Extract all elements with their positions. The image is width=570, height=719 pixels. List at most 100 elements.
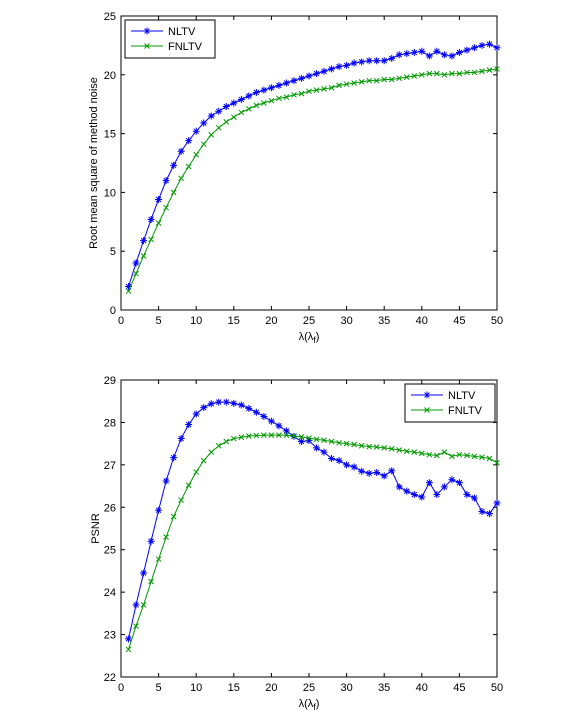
x-axis-title-main: λ(λ (299, 331, 314, 343)
data-point (494, 66, 500, 72)
x-tick-label: 30 (340, 682, 352, 694)
data-point (493, 44, 501, 52)
x-axis-title-main: λ(λ (299, 698, 314, 710)
data-point (230, 114, 237, 120)
data-point (343, 440, 350, 447)
data-point (162, 477, 170, 485)
data-point (381, 445, 388, 451)
data-point (291, 433, 297, 439)
y-axis-title: Root mean square of method noise (88, 77, 100, 249)
data-point (381, 76, 388, 83)
data-point (396, 447, 403, 453)
data-point (208, 449, 215, 455)
data-point (403, 487, 411, 495)
data-point (140, 237, 148, 245)
y-tick-label: 15 (104, 129, 116, 141)
legend-label: FNLTV (168, 41, 203, 53)
x-tick-label: 45 (453, 315, 465, 327)
data-point (441, 449, 448, 455)
data-point (223, 118, 230, 125)
legend-label: NLTV (448, 390, 476, 402)
y-tick-label: 28 (104, 417, 116, 429)
data-point (178, 497, 185, 503)
series-nltv (125, 40, 501, 290)
data-point (418, 71, 425, 78)
data-point (470, 494, 478, 502)
data-point (320, 448, 328, 456)
series-fnltv (125, 66, 500, 295)
data-point (230, 435, 237, 442)
data-point (380, 57, 388, 65)
x-axis-title-close: ) (316, 698, 320, 710)
data-point (373, 57, 381, 65)
data-point (275, 422, 283, 430)
data-point (282, 427, 290, 435)
data-point (395, 483, 403, 491)
data-point (291, 91, 297, 98)
data-point (418, 450, 425, 457)
data-point (268, 97, 275, 104)
x-tick-label: 10 (190, 682, 202, 694)
data-point (328, 454, 336, 462)
data-point (132, 259, 140, 267)
data-point (471, 453, 478, 460)
data-point (328, 65, 336, 73)
data-point (260, 412, 268, 420)
data-point (215, 124, 222, 131)
data-point (260, 86, 268, 94)
data-point (305, 72, 313, 80)
y-tick-label: 24 (104, 587, 116, 599)
legend-marker (423, 391, 431, 399)
data-point (335, 63, 343, 71)
legend: NLTV FNLTV (404, 383, 496, 423)
data-point (200, 141, 207, 148)
data-point (433, 491, 441, 499)
data-point (313, 436, 320, 443)
legend-marker (143, 27, 151, 35)
data-point (313, 87, 320, 93)
data-point (267, 84, 275, 92)
data-point (328, 438, 335, 445)
data-point (185, 482, 192, 489)
data-point (125, 288, 132, 295)
data-point (290, 77, 298, 85)
data-point (455, 479, 463, 487)
data-point (252, 408, 260, 416)
x-tick-label: 5 (156, 682, 162, 694)
data-point (177, 435, 185, 443)
data-point (170, 454, 178, 462)
data-point (418, 47, 426, 55)
data-point (449, 453, 455, 460)
data-point (298, 90, 305, 97)
data-point (170, 513, 177, 520)
data-point (388, 54, 396, 62)
data-point (147, 215, 155, 223)
data-point (373, 444, 380, 450)
data-point (395, 51, 403, 59)
data-point (351, 80, 357, 86)
data-point (350, 59, 358, 67)
data-point (358, 467, 366, 475)
data-point (192, 410, 200, 418)
data-point (140, 569, 148, 577)
y-tick-label: 29 (104, 375, 116, 387)
x-tick-label: 25 (303, 682, 315, 694)
data-point (245, 404, 253, 412)
data-point (328, 84, 335, 91)
data-point (276, 95, 282, 102)
data-point (155, 195, 163, 203)
x-tick-label: 20 (265, 682, 277, 694)
data-point (305, 437, 313, 445)
data-point (193, 151, 200, 158)
data-point (426, 451, 433, 458)
data-point (230, 99, 238, 107)
data-point (163, 204, 169, 211)
data-point (426, 70, 433, 77)
x-tick-label: 10 (190, 315, 202, 327)
data-point (336, 439, 342, 446)
y-tick-label: 25 (104, 545, 116, 557)
data-point (478, 41, 486, 49)
data-point (297, 438, 305, 446)
y-tick-label: 22 (104, 672, 116, 684)
x-tick-label: 25 (303, 315, 315, 327)
